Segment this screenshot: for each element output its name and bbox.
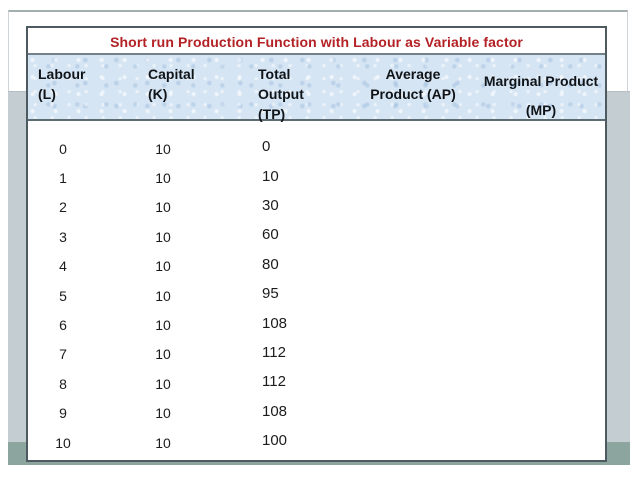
header-marginal-line2: (MP) <box>525 102 557 118</box>
table-row: 5 10 95 <box>28 281 605 310</box>
cell-labour: 4 <box>59 258 67 275</box>
header-labour-line2: (L) <box>38 86 56 102</box>
cell-capital: 10 <box>155 317 171 334</box>
header-total-line2: Output <box>258 86 304 102</box>
header-labour-line1: Labour <box>38 66 86 82</box>
table-row: 8 10 112 <box>28 369 605 398</box>
cell-capital: 10 <box>155 405 171 422</box>
table-row: 3 10 60 <box>28 222 605 251</box>
table-row: 0 10 0 <box>28 134 605 163</box>
header-marginal-product: Marginal Product (MP) <box>473 71 609 120</box>
table-row: 7 10 112 <box>28 340 605 369</box>
cell-capital: 10 <box>155 287 171 304</box>
table-row: 9 10 108 <box>28 399 605 428</box>
cell-total-output: 95 <box>262 285 279 303</box>
table-row: 2 10 30 <box>28 193 605 222</box>
cell-labour: 0 <box>59 140 67 157</box>
cell-capital: 10 <box>155 228 171 245</box>
header-capital-line1: Capital <box>148 66 195 82</box>
cell-total-output: 112 <box>262 343 286 361</box>
header-total-line3: (TP) <box>258 106 286 122</box>
header-average-line2: Product (AP) <box>370 86 456 102</box>
table-body: 0 10 0 1 10 10 2 10 30 3 10 60 4 10 80 5… <box>28 121 605 457</box>
cell-total-output: 112 <box>262 373 286 391</box>
cell-total-output: 108 <box>262 314 288 332</box>
header-marginal-line1: Marginal Product <box>483 73 599 89</box>
cell-capital: 10 <box>155 170 171 187</box>
cell-capital: 10 <box>155 258 171 275</box>
header-capital-line2: (K) <box>148 86 168 102</box>
cell-labour: 5 <box>59 287 67 304</box>
header-labour: Labour (L) <box>38 64 85 104</box>
table-row: 10 10 100 <box>28 428 605 457</box>
table-row: 4 10 80 <box>28 252 605 281</box>
cell-total-output: 0 <box>262 138 271 156</box>
cell-total-output: 80 <box>262 255 279 273</box>
cell-labour: 10 <box>55 434 71 451</box>
cell-capital: 10 <box>155 199 171 216</box>
cell-labour: 8 <box>59 375 67 392</box>
header-average-product: Average Product (AP) <box>330 64 496 104</box>
cell-labour: 6 <box>59 317 67 334</box>
cell-total-output: 108 <box>262 402 288 420</box>
cell-total-output: 100 <box>262 432 288 450</box>
cell-total-output: 30 <box>262 196 279 214</box>
table-row: 6 10 108 <box>28 310 605 339</box>
header-total-output: Total Output (TP) <box>258 64 304 124</box>
cell-labour: 3 <box>59 228 67 245</box>
cell-labour: 9 <box>59 405 67 422</box>
cell-capital: 10 <box>155 346 171 363</box>
cell-capital: 10 <box>155 434 171 451</box>
table-title: Short run Production Function with Labou… <box>28 28 605 55</box>
cell-capital: 10 <box>155 375 171 392</box>
production-function-table: Short run Production Function with Labou… <box>26 26 607 462</box>
cell-capital: 10 <box>155 140 171 157</box>
cell-labour: 7 <box>59 346 67 363</box>
cell-labour: 1 <box>59 170 67 187</box>
table-header-row: Labour (L) Capital (K) Total Output (TP)… <box>28 55 605 124</box>
header-capital: Capital (K) <box>148 64 195 104</box>
cell-labour: 2 <box>59 199 67 216</box>
cell-total-output: 10 <box>262 167 279 185</box>
header-total-line1: Total <box>258 66 291 82</box>
header-average-line1: Average <box>385 66 441 82</box>
table-row: 1 10 10 <box>28 163 605 192</box>
cell-total-output: 60 <box>262 226 279 244</box>
